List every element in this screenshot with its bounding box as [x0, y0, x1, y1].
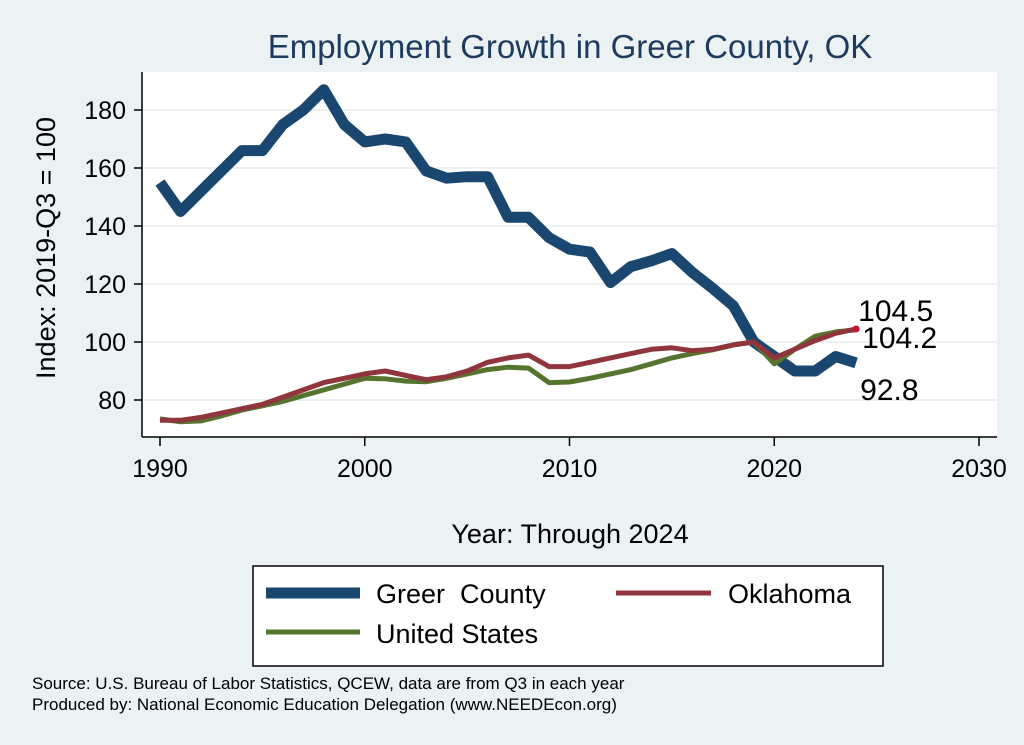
y-axis-title: Index: 2019-Q3 = 100	[31, 117, 61, 379]
y-tick-label-120: 120	[84, 271, 126, 299]
legend-label-oklahoma: Oklahoma	[728, 579, 852, 609]
endpoint-marker-oklahoma	[852, 325, 860, 333]
legend: Greer County Oklahoma United States	[252, 565, 884, 667]
x-tick-label-2020: 2020	[746, 455, 802, 483]
x-tick-label-2010: 2010	[542, 455, 598, 483]
axes: 80 100 120 140 160 180 1990 2000 2010 2020 2030	[84, 72, 1007, 483]
legend-label-greer: Greer County	[376, 579, 546, 609]
y-tick-label-140: 140	[84, 213, 126, 241]
producer-note: Produced by: National Economic Education…	[32, 695, 617, 714]
series-line-oklahoma	[160, 326, 857, 423]
y-tick-label-80: 80	[98, 387, 126, 415]
series-group	[155, 84, 860, 425]
source-note: Source: U.S. Bureau of Labor Statistics,…	[32, 674, 625, 693]
legend-box	[252, 565, 884, 667]
x-tick-label-1990: 1990	[132, 455, 188, 483]
x-tick-label-2030: 2030	[951, 455, 1007, 483]
y-tick-label-100: 100	[84, 329, 126, 357]
x-tick-label-2000: 2000	[337, 455, 393, 483]
end-label-united-states: 104.2	[862, 322, 937, 355]
y-tick-label-180: 180	[84, 97, 126, 125]
end-label-oklahoma: 104.5	[858, 295, 933, 328]
y-tick-label-160: 160	[84, 155, 126, 183]
series-line-greer-county	[155, 84, 858, 377]
legend-label-united-states: United States	[376, 619, 538, 649]
end-label-greer-county: 92.8	[860, 374, 918, 407]
chart-title: Employment Growth in Greer County, OK	[268, 28, 873, 65]
x-axis-title: Year: Through 2024	[451, 519, 688, 549]
